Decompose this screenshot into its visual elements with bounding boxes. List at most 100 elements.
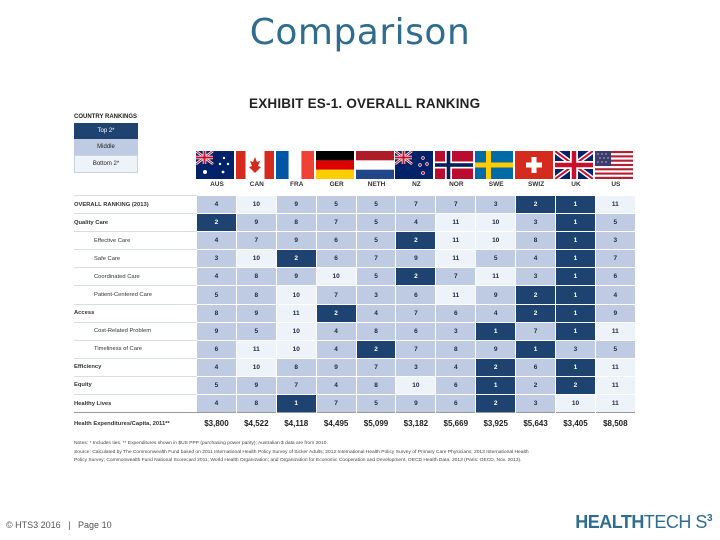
country-code: CAN (249, 181, 264, 188)
row-label: Safe Care (74, 249, 197, 267)
notes-line: Source: Calculated by The Commonwealth F… (74, 449, 529, 455)
table-row: OVERALL RANKING (2013) 4 10 9 5 5 7 7 3 2 1 11 (74, 195, 636, 214)
table-cell: $4,118 (276, 412, 316, 435)
table-cell: 6 (436, 303, 476, 322)
table-cell: 11 (595, 394, 635, 413)
table-row: Efficiency 4 10 8 9 7 3 4 2 6 1 11 (74, 357, 636, 376)
table-cell: 9 (236, 375, 276, 395)
table-cell: 2 (276, 249, 316, 268)
table-cell: 4 (197, 231, 236, 250)
row-label: Equity (74, 375, 197, 394)
notes-line: Policy Survey; Commonwealth Fund Nationa… (74, 458, 522, 463)
germany-flag-icon (315, 151, 354, 179)
table-cell: $8,508 (595, 412, 635, 435)
table-cell: 3 (396, 357, 436, 376)
country-code: SWIZ (527, 181, 545, 188)
row-label: Coordinated Care (74, 267, 197, 285)
table-cell: 5 (595, 339, 635, 358)
table-cell: 11 (595, 375, 635, 395)
country-code: SWE (488, 181, 504, 188)
row-label: Cost-Related Problem (74, 321, 197, 340)
table-cell: 5 (356, 394, 396, 413)
table-cell: 7 (276, 375, 316, 395)
table-cell: 10 (316, 267, 356, 286)
table-cell: 5 (197, 375, 236, 395)
table-cell: 8 (516, 231, 556, 250)
table-cell: 9 (396, 394, 436, 413)
table-cell: 9 (476, 285, 516, 304)
table-cell: 1 (556, 213, 595, 232)
table-cell: 9 (476, 339, 516, 358)
table-cell: 5 (236, 321, 276, 340)
table-cell: 10 (236, 195, 276, 214)
table-cell: 6 (316, 249, 356, 268)
table-cell: 11 (595, 321, 635, 340)
australia-flag-icon (196, 151, 234, 179)
table-cell: 9 (396, 249, 436, 268)
table-cell: 4 (197, 195, 236, 214)
source-notes: Notes: * Includes ties. ** Expenditures … (74, 440, 634, 466)
table-cell: 2 (316, 303, 356, 322)
table-cell: 8 (356, 375, 396, 395)
logo-part2: TECH S (643, 512, 708, 532)
table-cell: $3,800 (197, 412, 236, 435)
table-cell: 9 (595, 303, 635, 322)
table-cell: 11 (595, 357, 635, 376)
table-cell: 1 (556, 231, 595, 250)
table-cell: 9 (276, 195, 316, 214)
table-cell: 7 (396, 195, 436, 214)
table-cell: 3 (595, 231, 635, 250)
table-cell: 1 (476, 321, 516, 340)
table-cell: 5 (595, 213, 635, 232)
table-cell: 10 (236, 249, 276, 268)
table-cell: 7 (316, 394, 356, 413)
table-cell: 11 (436, 285, 476, 304)
table-cell: 2 (396, 231, 436, 250)
table-cell: 5 (356, 231, 396, 250)
table-cell: 8 (276, 213, 316, 232)
row-label: Access (74, 303, 197, 322)
table-cell: 9 (276, 231, 316, 250)
legend-top: Top 2* (74, 123, 138, 139)
sweden-flag-icon (475, 151, 514, 179)
table-cell: 6 (516, 357, 556, 376)
table-cell: 7 (316, 213, 356, 232)
table-row: Healthy Lives 4 8 1 7 5 9 6 2 3 10 11 (74, 394, 636, 413)
logo-part1: HEALTH (575, 512, 644, 532)
table-cell: $3,182 (396, 412, 436, 435)
table-row: Coordinated Care 4 8 9 10 5 2 7 11 3 1 6 (74, 267, 636, 286)
table-cell: 1 (556, 357, 595, 376)
table-row: Timeliness of Care 6 11 10 4 2 7 8 9 1 3 5 (74, 339, 636, 358)
table-cell: 7 (356, 249, 396, 268)
table-cell: $5,643 (516, 412, 556, 435)
uk-flag-icon (555, 151, 594, 179)
table-cell: 8 (197, 303, 236, 322)
table-cell: 10 (476, 213, 516, 232)
table-cell: 5 (356, 195, 396, 214)
table-cell: 6 (595, 267, 635, 286)
table-cell: $4,495 (316, 412, 356, 435)
copyright-text: © HTS3 2016 (6, 520, 61, 530)
table-cell: $4,522 (236, 412, 276, 435)
table-cell: 9 (236, 213, 276, 232)
slide-footer: © HTS3 2016 | Page 10 (6, 520, 112, 530)
table-cell: 3 (516, 394, 556, 413)
table-cell: 8 (356, 321, 396, 340)
table-cell: 1 (276, 394, 316, 413)
country-code-header: AUS CAN FRA GER NETH NZ NOR SWE SWIZ UK … (197, 181, 636, 188)
table-row: Cost-Related Problem 9 5 10 4 8 6 3 1 7 1 11 (74, 321, 636, 340)
table-cell: $3,925 (476, 412, 516, 435)
table-cell: 2 (556, 375, 595, 395)
country-code: UK (571, 181, 581, 188)
table-cell: 3 (516, 267, 556, 286)
legend-bottom: Bottom 2* (74, 155, 138, 173)
exhibit-title: EXHIBIT ES-1. OVERALL RANKING (249, 96, 481, 111)
row-label: Efficiency (74, 357, 197, 376)
footer-separator: | (68, 520, 71, 530)
table-cell: 4 (516, 249, 556, 268)
table-cell: 11 (476, 267, 516, 286)
table-cell: 5 (356, 213, 396, 232)
table-cell: 5 (356, 267, 396, 286)
table-cell: 6 (396, 321, 436, 340)
table-cell: 10 (556, 394, 595, 413)
